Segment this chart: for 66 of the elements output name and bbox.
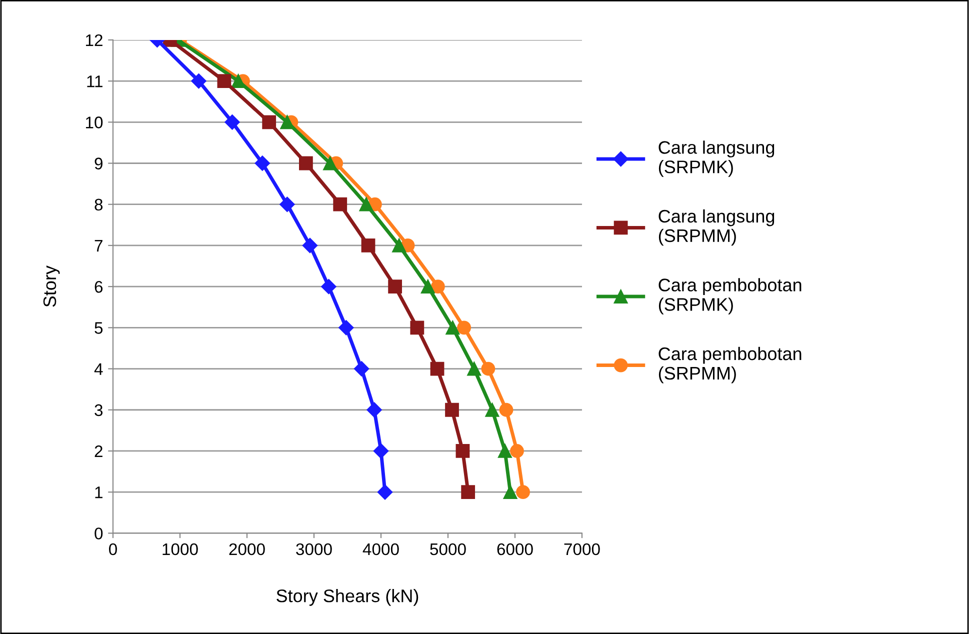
point bbox=[377, 484, 393, 500]
y-tick-label: 0 bbox=[94, 528, 103, 540]
x-tick-label: 3000 bbox=[296, 543, 332, 556]
point bbox=[323, 156, 338, 170]
y-tick-label: 1 bbox=[95, 486, 102, 498]
y-tick-label: 9 bbox=[94, 158, 102, 170]
y-tick-label: 4 bbox=[94, 363, 103, 375]
point bbox=[338, 320, 354, 336]
point bbox=[446, 320, 460, 335]
point bbox=[481, 362, 496, 376]
y-axis-title: Story bbox=[43, 266, 60, 307]
point bbox=[516, 485, 530, 500]
x-tick-label: 2000 bbox=[229, 543, 265, 556]
point bbox=[467, 362, 482, 376]
point bbox=[280, 196, 295, 212]
x-tick-label: 7000 bbox=[564, 543, 600, 556]
point bbox=[254, 156, 270, 171]
point bbox=[373, 443, 389, 459]
y-tick-label: 12 bbox=[86, 34, 102, 46]
point bbox=[262, 115, 276, 130]
point bbox=[503, 485, 518, 500]
point bbox=[420, 280, 435, 294]
x-tick-label: 4000 bbox=[362, 543, 399, 556]
point bbox=[485, 402, 500, 417]
y-tick-label: 10 bbox=[86, 116, 103, 128]
point bbox=[445, 402, 459, 417]
point bbox=[224, 114, 240, 130]
point bbox=[321, 279, 336, 294]
point bbox=[333, 197, 348, 212]
point bbox=[456, 444, 470, 458]
point bbox=[354, 361, 370, 376]
y-tick-label: 8 bbox=[94, 198, 103, 211]
y-tick-label: 11 bbox=[87, 76, 102, 88]
point bbox=[430, 280, 445, 294]
point bbox=[498, 444, 512, 458]
point bbox=[280, 115, 294, 130]
y-tick-label: 3 bbox=[94, 404, 103, 416]
legend-label: Cara pembobotan (SRPMM) bbox=[658, 346, 802, 384]
point bbox=[499, 402, 514, 417]
x-tick-label: 0 bbox=[109, 543, 117, 556]
legend-label: Cara pembobotan (SRPMK) bbox=[658, 278, 802, 314]
point bbox=[302, 238, 318, 254]
y-tick-label: 2 bbox=[94, 445, 102, 458]
point bbox=[217, 74, 232, 88]
legend-label: Cara langsung (SRPMK) bbox=[658, 140, 774, 177]
point bbox=[299, 156, 313, 170]
x-tick-label: 1000 bbox=[162, 543, 198, 556]
point bbox=[461, 485, 476, 500]
point bbox=[359, 197, 374, 212]
x-tick-label: 5000 bbox=[430, 543, 466, 556]
point bbox=[430, 362, 444, 376]
y-tick-label: 5 bbox=[94, 322, 103, 334]
point bbox=[388, 280, 402, 294]
y-tick-label: 7 bbox=[94, 240, 102, 252]
x-axis-title: Story Shears (kN) bbox=[276, 589, 418, 606]
point bbox=[231, 74, 246, 88]
point bbox=[392, 238, 406, 252]
point bbox=[366, 402, 382, 418]
point bbox=[361, 238, 376, 252]
point bbox=[457, 320, 472, 335]
y-tick-label: 6 bbox=[94, 280, 103, 293]
point bbox=[191, 73, 206, 89]
point bbox=[410, 320, 424, 335]
x-tick-label: 6000 bbox=[497, 543, 533, 556]
point bbox=[510, 444, 524, 458]
legend-label: Cara langsung (SRPMM) bbox=[658, 209, 774, 246]
